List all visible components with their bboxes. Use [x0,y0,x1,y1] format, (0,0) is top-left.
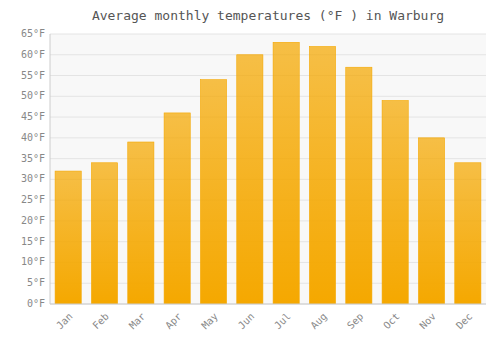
x-tick-label: May [199,311,220,332]
x-tick-label: Nov [417,311,438,332]
y-tick-label: 10°F [21,256,45,267]
bar [237,55,263,304]
x-tick-label: Mar [127,311,148,332]
bar [418,138,444,304]
bar [346,67,372,304]
y-tick-label: 5°F [27,277,45,288]
grid-line [50,117,486,118]
bar [128,142,154,304]
bar [382,100,408,304]
grid [50,34,486,304]
x-tick-labels: Jan Feb Mar Apr May Jun Jul Aug Sep Oct Nov Dec [54,311,474,332]
x-tick-label: Jun [236,311,257,332]
y-tick-label: 55°F [21,70,45,81]
bar [455,163,481,304]
chart: 0°F 5°F 10°F 15°F 20°F 25°F 30°F 35°F 40°F 45°F 50… [0,0,500,350]
bar [55,171,81,304]
grid-line [50,34,486,35]
x-tick-label: Sep [345,311,366,332]
bar [91,163,117,304]
plot-background [50,34,486,304]
y-tick-label: 25°F [21,194,45,205]
y-tick-label: 30°F [21,173,45,184]
x-tick-label: Dec [454,311,475,332]
y-tick-label: 60°F [21,49,45,60]
x-tick-label: Apr [163,311,184,332]
bar [164,113,190,304]
chart-root: 0°F 5°F 10°F 15°F 20°F 25°F 30°F 35°F 40°F 45°F 50… [0,0,500,350]
grid-line [50,54,486,55]
x-tick-label: Aug [308,311,329,332]
y-tick-label: 0°F [27,298,45,309]
x-tick-label: Feb [90,311,111,332]
grid-line [50,304,486,305]
y-tick-labels: 0°F 5°F 10°F 15°F 20°F 25°F 30°F 35°F 40°F 45°F 50… [21,28,45,309]
grid-line [50,75,486,76]
chart-title: Average monthly temperatures (°F ) in Wa… [92,8,444,23]
y-axis-line [50,34,51,304]
y-tick-label: 65°F [21,28,45,39]
y-tick-label: 40°F [21,132,45,143]
x-tick-label: Oct [381,311,402,332]
y-tick-label: 45°F [21,111,45,122]
bar [309,46,335,304]
y-tick-label: 50°F [21,90,45,101]
x-tick-label: Jul [272,311,293,332]
grid-line [50,96,486,97]
bars [55,42,481,304]
bar [273,42,299,304]
x-axis-line [50,304,486,305]
y-tick-label: 35°F [21,153,45,164]
y-tick-label: 20°F [21,215,45,226]
x-tick-label: Jan [54,311,75,332]
bar [200,80,226,304]
y-tick-label: 15°F [21,236,45,247]
